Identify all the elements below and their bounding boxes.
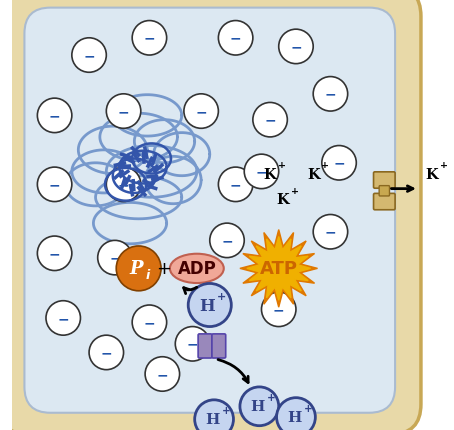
- Text: −: −: [195, 105, 207, 119]
- Text: −: −: [109, 251, 121, 265]
- Circle shape: [106, 168, 141, 202]
- Circle shape: [116, 246, 161, 291]
- Circle shape: [276, 398, 316, 430]
- Text: H: H: [200, 297, 216, 314]
- Text: +: +: [267, 392, 276, 402]
- Circle shape: [244, 155, 279, 189]
- Circle shape: [253, 103, 287, 138]
- Text: −: −: [325, 225, 336, 239]
- FancyBboxPatch shape: [198, 334, 212, 358]
- Circle shape: [322, 146, 356, 181]
- Circle shape: [37, 237, 72, 271]
- FancyBboxPatch shape: [212, 334, 226, 358]
- FancyBboxPatch shape: [0, 0, 421, 430]
- Text: −: −: [187, 337, 198, 351]
- Circle shape: [89, 335, 123, 370]
- Circle shape: [195, 400, 233, 430]
- Text: −: −: [230, 178, 242, 192]
- Circle shape: [240, 387, 279, 426]
- Text: H: H: [205, 412, 220, 426]
- Text: −: −: [333, 157, 345, 170]
- Text: ADP: ADP: [178, 260, 216, 278]
- Text: ATP: ATP: [260, 260, 298, 278]
- Text: +: +: [440, 161, 448, 170]
- Text: −: −: [49, 109, 60, 123]
- Circle shape: [98, 241, 132, 275]
- Text: K: K: [277, 193, 289, 207]
- Circle shape: [145, 357, 180, 391]
- Circle shape: [175, 327, 210, 361]
- Circle shape: [218, 168, 253, 202]
- Polygon shape: [240, 230, 317, 307]
- Text: −: −: [221, 234, 233, 248]
- Text: +: +: [217, 291, 227, 301]
- FancyBboxPatch shape: [374, 194, 395, 210]
- Text: −: −: [83, 49, 95, 63]
- Text: H: H: [251, 399, 265, 413]
- Text: −: −: [57, 311, 69, 325]
- Circle shape: [46, 301, 80, 335]
- Text: +: +: [222, 405, 231, 415]
- Text: −: −: [118, 105, 129, 119]
- Text: −: −: [290, 40, 302, 54]
- Circle shape: [262, 292, 296, 327]
- Polygon shape: [247, 237, 311, 301]
- Text: −: −: [157, 367, 168, 381]
- Circle shape: [106, 95, 141, 129]
- Text: −: −: [100, 346, 112, 359]
- Text: −: −: [256, 165, 267, 179]
- Circle shape: [132, 305, 167, 340]
- Circle shape: [279, 30, 313, 64]
- Text: K: K: [425, 167, 438, 181]
- Circle shape: [218, 22, 253, 56]
- Text: +: +: [291, 187, 299, 196]
- Text: −: −: [143, 316, 155, 329]
- Text: −: −: [49, 178, 60, 192]
- Text: −: −: [49, 247, 60, 261]
- Text: −: −: [273, 303, 285, 316]
- Text: −: −: [230, 32, 242, 46]
- Text: −: −: [143, 32, 155, 46]
- Text: K: K: [307, 167, 320, 181]
- Text: i: i: [146, 268, 150, 281]
- Circle shape: [37, 99, 72, 133]
- Text: +: +: [278, 161, 286, 170]
- Circle shape: [210, 224, 244, 258]
- Circle shape: [72, 39, 106, 73]
- Circle shape: [313, 215, 348, 249]
- Text: −: −: [325, 88, 336, 101]
- Text: +: +: [321, 161, 329, 170]
- Circle shape: [184, 95, 218, 129]
- Text: +: +: [304, 402, 312, 413]
- Ellipse shape: [170, 254, 224, 283]
- Text: +: +: [156, 260, 171, 278]
- FancyBboxPatch shape: [374, 172, 395, 189]
- Circle shape: [37, 168, 72, 202]
- Text: H: H: [287, 410, 301, 424]
- Text: K: K: [264, 167, 276, 181]
- Text: −: −: [264, 114, 276, 127]
- Text: −: −: [118, 178, 129, 192]
- FancyBboxPatch shape: [379, 186, 390, 197]
- Circle shape: [132, 22, 167, 56]
- Circle shape: [313, 77, 348, 112]
- Circle shape: [188, 284, 231, 327]
- FancyBboxPatch shape: [25, 9, 395, 413]
- Text: P: P: [129, 260, 143, 278]
